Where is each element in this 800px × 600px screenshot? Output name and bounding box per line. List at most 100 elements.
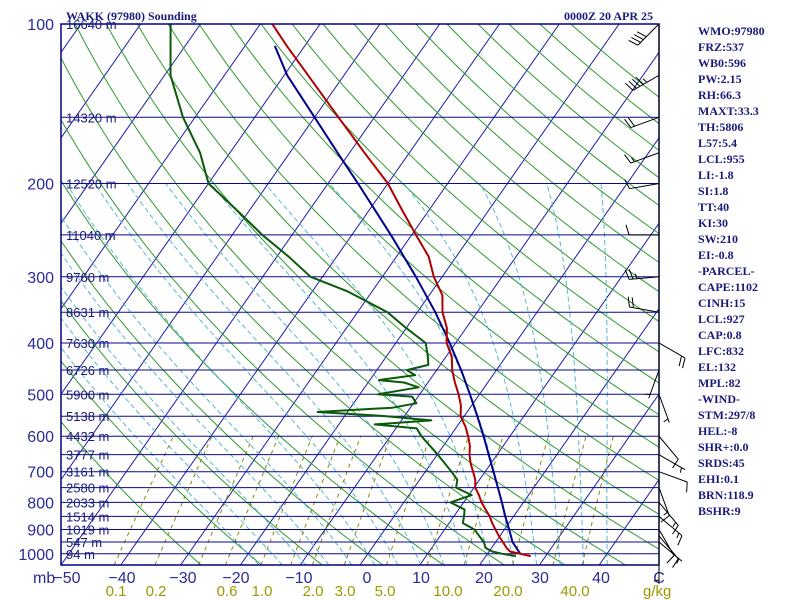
temperature-tick-label: 10 xyxy=(412,570,430,587)
height-label: 547 m xyxy=(66,535,102,550)
wind-barb-staff xyxy=(658,342,686,359)
moist-adiabat-line xyxy=(61,285,307,565)
dry-adiabat-line xyxy=(136,24,659,515)
wind-barb-staff xyxy=(630,152,660,164)
index-value: MPL:82 xyxy=(698,376,741,390)
wind-barb xyxy=(658,515,683,546)
moist-adiabat-line xyxy=(264,183,491,565)
index-value: FRZ:537 xyxy=(698,40,744,54)
wind-barb-half-feather xyxy=(642,78,648,83)
wind-barb-feather xyxy=(627,296,630,308)
wind-barb-feather xyxy=(624,179,630,189)
wind-barb-feather xyxy=(627,117,635,127)
height-label: 12520 m xyxy=(66,176,117,191)
height-label: 5900 m xyxy=(66,387,109,402)
wind-barb-staff xyxy=(658,502,679,526)
wind-barb xyxy=(624,116,660,129)
isotherm-line xyxy=(239,24,620,565)
temperature-profile xyxy=(271,24,531,558)
mixing-ratio-line xyxy=(426,436,469,565)
parcel-profile xyxy=(273,45,522,555)
wind-barb-staff xyxy=(637,23,660,46)
height-label: 1019 m xyxy=(66,523,109,538)
height-label: 16640 m xyxy=(66,17,117,32)
index-value: SW:210 xyxy=(698,232,738,246)
dry-adiabat-line xyxy=(61,179,444,565)
mixing-ratio-tick-label: 0.1 xyxy=(106,583,127,600)
wind-barb-staff xyxy=(658,487,670,516)
wind-barb xyxy=(624,269,660,280)
height-label: 2580 m xyxy=(66,481,109,496)
temperature-tick-label: −20 xyxy=(222,570,249,587)
wind-barb-staff xyxy=(658,454,686,471)
height-label: 8631 m xyxy=(66,305,109,320)
wind-barb-feather xyxy=(660,515,670,523)
height-label: 3777 m xyxy=(66,448,109,463)
wind-barb-feather xyxy=(625,82,634,91)
index-value: EL:132 xyxy=(698,360,736,374)
moist-adiabat-line xyxy=(546,183,585,565)
wind-barb-feather xyxy=(625,224,630,235)
index-value: HEL:-8 xyxy=(698,424,737,438)
index-value: KI:30 xyxy=(698,216,728,230)
temperature-tick-label: −10 xyxy=(285,570,312,587)
isotherm-line xyxy=(120,24,500,565)
mixing-ratio-tick-label: 1.0 xyxy=(252,583,273,600)
moist-adiabat-line xyxy=(165,183,445,565)
stability-indices: WMO:97980 FRZ:537 WB0:596 PW:2.15 RH:66.3 MAX… xyxy=(698,24,765,518)
wind-barb xyxy=(625,224,659,236)
wind-barb-half-feather xyxy=(663,418,669,423)
mixing-ratio-tick-label: 5.0 xyxy=(375,583,396,600)
pressure-tick-label: 200 xyxy=(27,176,54,193)
moist-adiabat-line xyxy=(479,183,561,565)
temperature-tick-label: 20 xyxy=(475,570,493,587)
dry-adiabat-line xyxy=(61,118,505,565)
index-value: -WIND- xyxy=(698,392,740,406)
height-label: 2033 m xyxy=(66,495,109,510)
wind-barb-feather xyxy=(624,154,632,164)
pressure-tick-label: 400 xyxy=(27,336,54,353)
wind-barb-column xyxy=(624,23,688,584)
wind-barb-staff xyxy=(658,435,679,460)
wind-barb-half-feather xyxy=(634,273,638,279)
mixing-ratio-line xyxy=(581,436,614,565)
index-value: CINH:15 xyxy=(698,296,745,310)
dry-adiabat-line xyxy=(74,24,626,565)
dewpoint-profile xyxy=(169,24,516,558)
wind-barb xyxy=(658,454,686,473)
wind-barb xyxy=(627,296,660,313)
index-value: PW:2.15 xyxy=(698,72,742,86)
wind-barb-staff xyxy=(630,116,660,129)
wind-barb-staff xyxy=(648,369,660,399)
height-label: 7630 m xyxy=(66,336,109,351)
index-value: STM:297/8 xyxy=(698,408,755,422)
moist-adiabat-line xyxy=(403,183,538,565)
mixing-ratio-line xyxy=(290,436,341,565)
mixing-ratio-line xyxy=(113,435,174,565)
wind-barb xyxy=(653,553,660,584)
pressure-tick-label: 700 xyxy=(27,465,54,482)
mixing-ratio-tick-label: 40.0 xyxy=(560,583,589,600)
wind-barb-feather xyxy=(682,357,686,369)
dry-adiabat-line xyxy=(105,24,659,550)
wind-barb-half-feather xyxy=(676,558,680,564)
wind-barb-feather xyxy=(631,36,641,43)
wind-barb xyxy=(658,541,683,564)
height-label: 4432 m xyxy=(66,429,109,444)
wind-barb-feather xyxy=(636,31,647,38)
pressure-tick-label: 900 xyxy=(27,523,54,540)
wind-barb-feather xyxy=(628,80,637,89)
height-label: 9760 m xyxy=(66,270,109,285)
wind-barb-staff xyxy=(658,394,670,423)
wind-barb-feather xyxy=(624,118,632,128)
mixing-ratio-line xyxy=(225,436,280,565)
wind-barb-staff xyxy=(658,541,683,562)
dry-adiabat-line xyxy=(384,24,659,264)
wind-barb-feather xyxy=(624,269,630,280)
index-value: EHI:0.1 xyxy=(698,472,739,486)
pressure-tick-label: 500 xyxy=(27,387,54,404)
sounding-time: 0000Z 20 APR 25 xyxy=(564,9,653,23)
mixing-ratio-line xyxy=(154,435,213,565)
wind-barb-half-feather xyxy=(679,467,683,473)
temperature-tick-label: −50 xyxy=(53,570,80,587)
